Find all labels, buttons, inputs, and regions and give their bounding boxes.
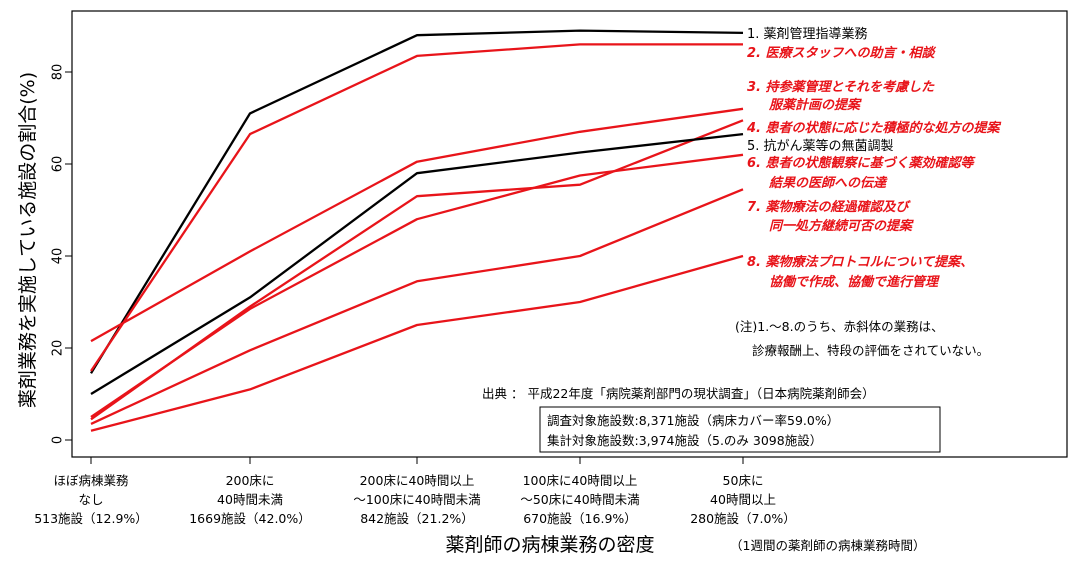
series-label-6: 6. 患者の状態観察に基づく薬効確認等 — [747, 155, 977, 171]
series-line-3 — [90, 107, 744, 343]
series-line-1 — [90, 29, 744, 374]
series-line-4 — [90, 119, 744, 421]
series-label-4: 4. 患者の状態に応じた積極的な処方の提案 — [746, 120, 1002, 136]
survey-info-line-2: 集計対象施設数:3,974施設（5.のみ 3098施設） — [547, 433, 822, 448]
y-axis-label: 薬剤業務を実施している施設の割合(%) — [17, 72, 39, 408]
series-label-1: 1. 薬剤管理指導業務 — [747, 26, 868, 42]
x-axis-label: 薬剤師の病棟業務の密度 — [445, 534, 654, 556]
series-label-6: 結果の医師への伝達 — [768, 175, 888, 191]
series-label-3: 3. 持参薬管理とそれを考慮した — [747, 79, 935, 95]
series-label-3: 服薬計画の提案 — [768, 97, 862, 113]
footnote-line-1: (注)1.～8.のうち、赤斜体の業務は、 — [735, 319, 944, 334]
x-category-label: 670施設（16.9%） — [523, 511, 637, 526]
x-category-label: 200床に — [226, 473, 275, 488]
series-line-6 — [90, 153, 744, 418]
x-category-label: 40時間以上 — [710, 492, 776, 507]
x-axis-label-note: （1週間の薬剤師の病棟業務時間） — [730, 538, 925, 553]
x-category-label: ほぼ病棟業務 — [53, 473, 129, 488]
series-line-2 — [90, 43, 743, 372]
y-tick-label: 60 — [51, 156, 66, 173]
series-labels: 1. 薬剤管理指導業務 2. 医療スタッフへの助言・相談 3. 持参薬管理とそれを考… — [746, 26, 1002, 290]
x-category-label: ～100床に40時間未満 — [353, 492, 480, 507]
series-label-2: 2. 医療スタッフへの助言・相談 — [747, 45, 937, 61]
source-citation: 出典 ： 平成22年度「病院薬剤部門の現状調査」（日本病院薬剤師会） — [482, 386, 875, 401]
y-tick-label: 0 — [51, 436, 66, 444]
x-category-label: 50床に — [723, 473, 764, 488]
survey-info-line-1: 調査対象施設数:8,371施設（病床カバー率59.0%） — [547, 413, 839, 428]
y-tick-label: 20 — [51, 340, 66, 357]
x-category-label: 842施設（21.2%） — [360, 511, 474, 526]
survey-info-box — [539, 406, 941, 453]
series-lines — [90, 29, 744, 432]
series-line-8 — [90, 254, 744, 432]
series-label-5: 5. 抗がん薬等の無菌調製 — [747, 138, 894, 154]
x-category-label: 513施設（12.9%） — [34, 511, 148, 526]
x-category-label: ～50床に40時間未満 — [520, 492, 639, 507]
series-label-8: 協働で作成、協働で進行管理 — [769, 274, 940, 290]
y-tick-label: 80 — [51, 64, 66, 81]
x-category-label: なし — [78, 492, 103, 507]
x-category-label: 200床に40時間以上 — [360, 473, 475, 488]
y-tick-label: 40 — [51, 248, 66, 265]
x-category-label: 280施設（7.0%） — [690, 511, 796, 526]
series-line-7 — [90, 188, 744, 425]
x-category-label: 1669施設（42.0%） — [189, 511, 311, 526]
footnote-line-2: 診療報酬上、特段の評価をされていない。 — [752, 343, 989, 358]
x-category-label: 40時間未満 — [217, 492, 283, 507]
series-line-5 — [90, 132, 744, 395]
series-label-7: 7. 薬物療法の経過確認及び — [747, 199, 912, 215]
plot-frame — [71, 10, 1068, 458]
series-label-7: 同一処方継続可否の提案 — [769, 218, 914, 234]
y-axis-ticks: 0 20 40 60 80 — [51, 64, 72, 444]
series-label-8: 8. 薬物療法プロトコルについて提案、 — [747, 254, 973, 270]
x-category-label: 100床に40時間以上 — [523, 473, 638, 488]
